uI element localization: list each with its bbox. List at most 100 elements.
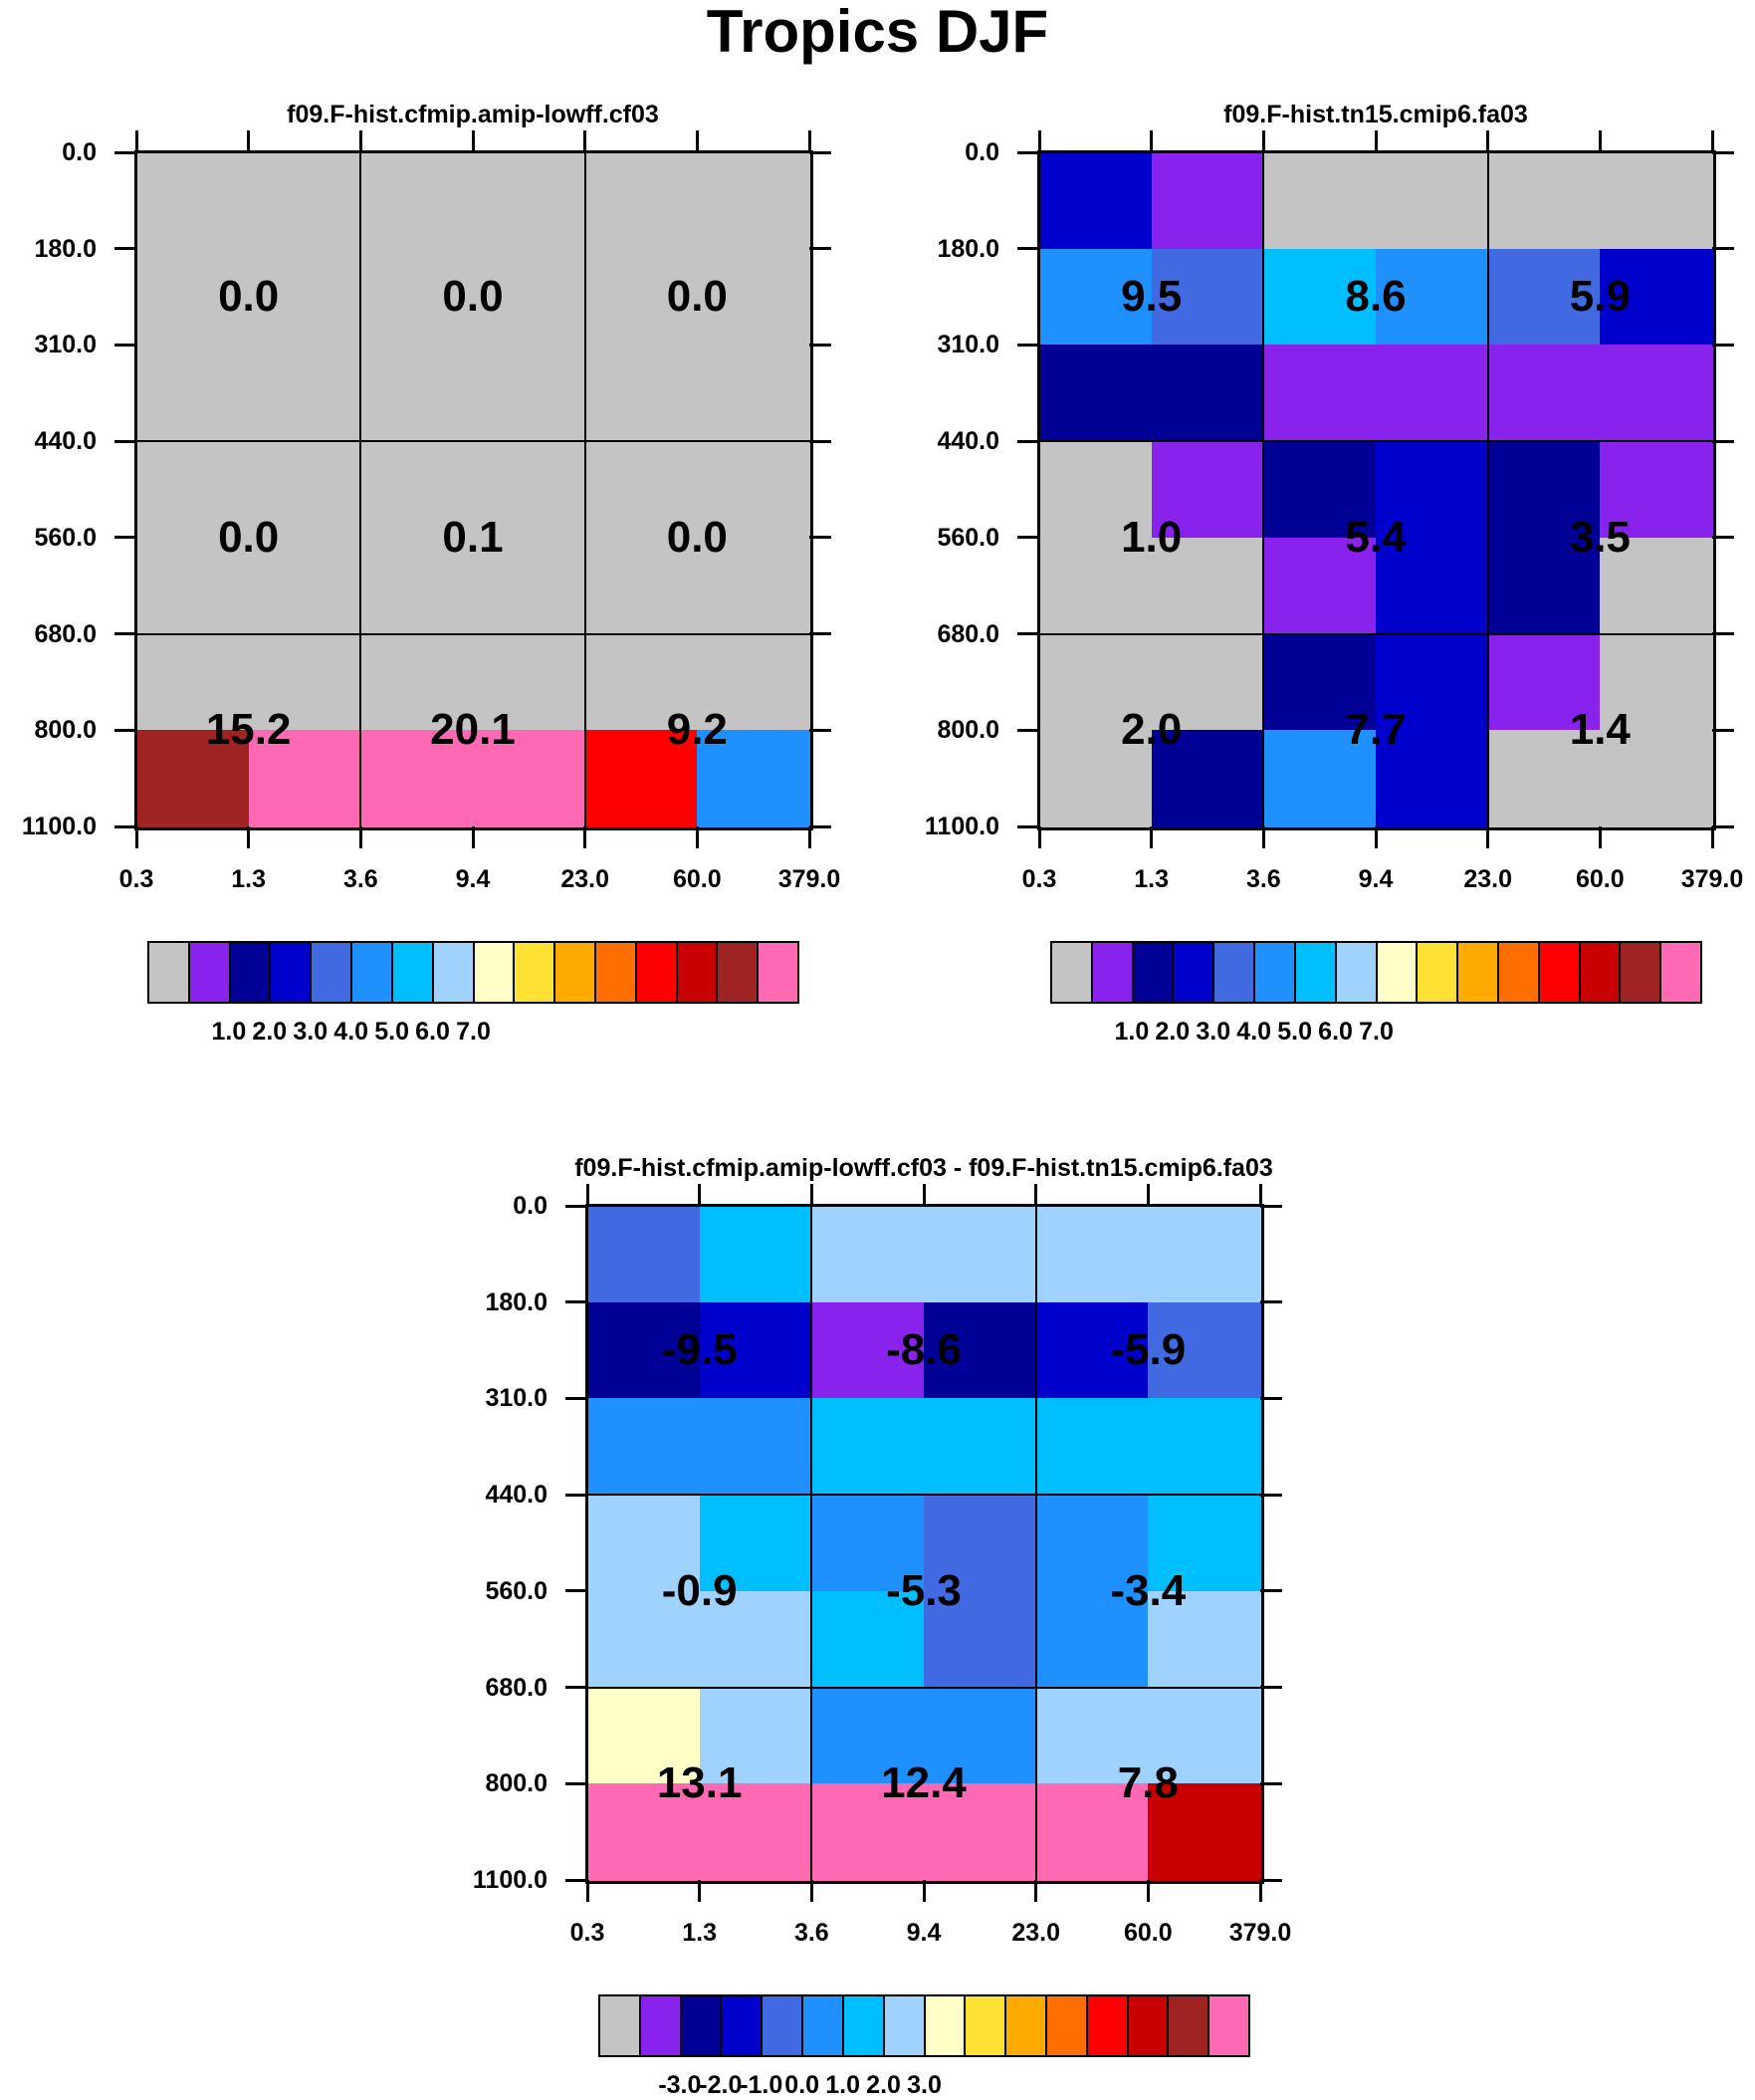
cell-value-label: 9.2 <box>666 705 728 755</box>
colorbar-swatch <box>433 943 475 1002</box>
x-tick-top <box>809 1184 813 1206</box>
x-tick-label: 60.0 <box>1575 865 1625 893</box>
y-tick-label: 0.0 <box>965 138 999 166</box>
heatmap-cell <box>1600 537 1713 635</box>
y-tick-right <box>809 439 831 443</box>
cell-value-label: 2.0 <box>1121 705 1183 755</box>
heatmap-cell <box>699 1783 812 1881</box>
y-tick-right <box>1260 1878 1282 1882</box>
colorbar-label: 5.0 <box>1277 1018 1312 1046</box>
heatmap-cell <box>811 1301 925 1400</box>
cell-value-label: 5.9 <box>1569 272 1631 322</box>
heatmap-cell <box>1035 1398 1149 1496</box>
colorbar-label: 7.0 <box>1359 1018 1394 1046</box>
heatmap-cell <box>1600 633 1713 731</box>
y-tick-left <box>1017 343 1039 347</box>
cell-value-label: 15.2 <box>205 705 292 755</box>
heatmap-cell <box>1487 537 1601 635</box>
colorbar-swatch <box>763 1996 804 2055</box>
heatmap-cell <box>1148 1783 1261 1881</box>
colorbar-swatch <box>555 943 596 1002</box>
heatmap-cell <box>1039 537 1153 635</box>
plot-area <box>585 1204 1264 1884</box>
colorbar-swatch <box>677 943 719 1002</box>
y-tick-left <box>565 1396 587 1400</box>
heatmap-cell <box>587 1206 701 1303</box>
colorbar-swatch <box>1418 943 1459 1002</box>
heatmap-cell <box>1487 345 1601 442</box>
colorbar-label: 6.0 <box>415 1018 450 1046</box>
heatmap-cell <box>1263 730 1377 827</box>
y-tick-left <box>565 1781 587 1785</box>
x-tick-label: 0.3 <box>118 865 154 893</box>
heatmap-cell <box>1376 248 1489 347</box>
colorbar-swatch <box>843 1996 885 2055</box>
colorbar-swatch <box>925 1996 967 2055</box>
colorbar-swatch <box>1539 943 1581 1002</box>
heatmap-cell <box>1263 345 1377 442</box>
x-tick-label: 0.3 <box>569 1919 605 1947</box>
y-tick-left <box>114 247 136 251</box>
x-tick-label: 0.3 <box>1021 865 1057 893</box>
x-tick-bottom <box>1150 826 1154 848</box>
panel-test: f09.F-hist.tn15.cmip6.fa03 0.3 1.3 3.6 9.4 23… <box>925 101 1743 1046</box>
heatmap-cell <box>697 537 810 635</box>
heatmap-cell <box>1039 633 1153 731</box>
y-tick-label: 1100.0 <box>472 1866 548 1894</box>
colorbar-swatch <box>1661 943 1700 1002</box>
x-tick-label: 3.6 <box>342 865 378 893</box>
x-tick-label: 60.0 <box>672 865 722 893</box>
heatmap-cell <box>248 537 361 635</box>
heatmap-cell <box>584 537 698 635</box>
x-tick-bottom <box>583 826 587 848</box>
heatmap-cell <box>1600 152 1713 250</box>
x-tick-top <box>471 130 475 152</box>
x-tick-label: 3.6 <box>1245 865 1281 893</box>
heatmap-cell <box>1148 1206 1261 1303</box>
y-tick-right <box>1712 728 1734 732</box>
colorbar <box>598 1994 1250 2057</box>
y-tick-right <box>1260 1396 1282 1400</box>
y-tick-right <box>809 247 831 251</box>
x-tick-label: 9.4 <box>1358 865 1394 893</box>
cell-value-label: 0.0 <box>442 272 504 322</box>
heatmap-cell <box>699 1687 812 1784</box>
y-tick-left <box>114 439 136 443</box>
colorbar-swatch <box>1458 943 1499 1002</box>
x-tick-top <box>1146 1184 1150 1206</box>
y-tick-right <box>1260 1781 1282 1785</box>
colorbar-label: 3.0 <box>1196 1018 1231 1046</box>
panel-control: f09.F-hist.cfmip.amip-lowff.cf03 0.3 1.3 3.… <box>22 101 840 1046</box>
x-tick-bottom <box>1034 1880 1038 1902</box>
cell-value-label: 5.4 <box>1345 512 1407 562</box>
grid-line-vertical <box>583 152 586 826</box>
colorbar-swatch <box>1214 943 1256 1002</box>
colorbar-label: 5.0 <box>374 1018 409 1046</box>
heatmap-cell <box>811 1495 925 1592</box>
heatmap-cell <box>1600 248 1713 347</box>
y-tick-right <box>1260 1686 1282 1690</box>
x-tick-top <box>1710 130 1714 152</box>
x-tick-bottom <box>1486 826 1490 848</box>
heatmap-cell <box>1039 248 1153 347</box>
heatmap-cell <box>924 1301 1037 1400</box>
colorbar-swatch <box>352 943 393 1002</box>
heatmap-cell <box>584 730 698 827</box>
x-tick-top <box>807 130 811 152</box>
y-tick-label: 800.0 <box>937 716 999 745</box>
x-tick-label: 60.0 <box>1123 1919 1173 1947</box>
colorbar-label: 0.0 <box>784 2071 820 2099</box>
x-tick-label: 9.4 <box>455 865 491 893</box>
x-tick-bottom <box>698 1880 702 1902</box>
heatmap-cell <box>811 1687 925 1784</box>
x-tick-bottom <box>1261 826 1265 848</box>
heatmap-cell <box>360 248 474 347</box>
heatmap-cell <box>697 248 810 347</box>
cell-value-label: -9.5 <box>661 1325 738 1375</box>
y-tick-right <box>809 632 831 636</box>
colorbar-swatch <box>1498 943 1540 1002</box>
heatmap-cell <box>699 1301 812 1400</box>
panel-difference: f09.F-hist.cfmip.amip-lowff.cf03 - f09.F… <box>473 1154 1291 2099</box>
heatmap-cell <box>1039 730 1153 827</box>
heatmap-cell <box>1487 633 1601 731</box>
